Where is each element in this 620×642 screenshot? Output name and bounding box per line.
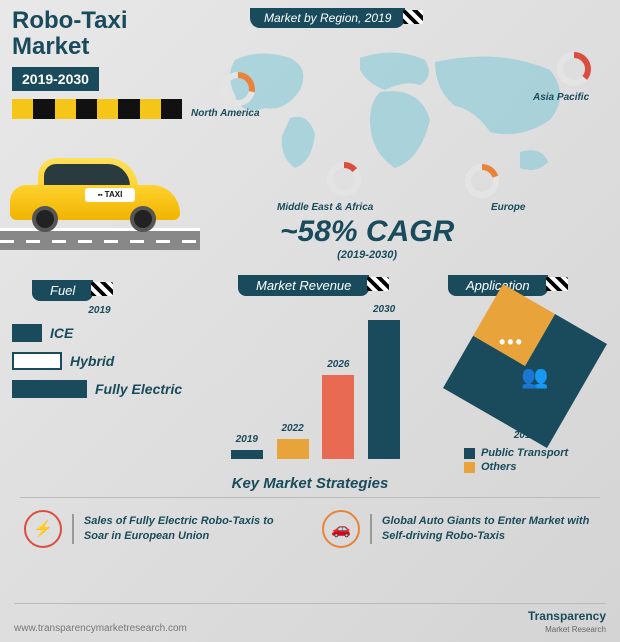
fuel-row: Hybrid bbox=[12, 352, 187, 370]
checker-strip bbox=[12, 99, 182, 119]
fuel-bar bbox=[12, 380, 87, 398]
fuel-section: Fuel 2019 ICEHybridFully Electric bbox=[12, 280, 187, 408]
region-donut bbox=[465, 164, 499, 198]
revenue-bar-label: 2030 bbox=[368, 304, 400, 315]
page-title: Robo-Taxi Market bbox=[12, 8, 172, 61]
revenue-section: Market Revenue 2019202220262030 bbox=[218, 275, 413, 459]
legend-swatch bbox=[464, 448, 475, 459]
legend-label: Others bbox=[481, 461, 516, 473]
footer-logo: TransparencyMarket Research bbox=[528, 610, 606, 634]
region-banner: Market by Region, 2019 bbox=[250, 8, 405, 28]
region-label: North America bbox=[191, 108, 260, 119]
strategies-section: Key Market Strategies ⚡ Sales of Fully El… bbox=[0, 475, 620, 548]
region-map: North AmericaAsia PacificMiddle East & A… bbox=[195, 30, 605, 210]
strategy-item: 🚗 Global Auto Giants to Enter Market with… bbox=[322, 510, 596, 548]
revenue-bar-chart: 2019 2022 2026 2030 bbox=[218, 304, 413, 459]
fuel-label: ICE bbox=[50, 325, 73, 341]
region-donut bbox=[221, 72, 255, 106]
fuel-bar bbox=[12, 324, 42, 342]
strategies-title: Key Market Strategies bbox=[20, 475, 600, 498]
revenue-bar: 2030 bbox=[368, 320, 400, 459]
legend-item: Public Transport bbox=[464, 447, 610, 459]
region-label: Asia Pacific bbox=[533, 92, 589, 103]
revenue-bar: 2026 bbox=[322, 375, 354, 459]
cagr-stat: ~58% CAGR (2019-2030) bbox=[280, 215, 454, 261]
cagr-subtitle: (2019-2030) bbox=[280, 249, 454, 261]
fuel-row: Fully Electric bbox=[12, 380, 187, 398]
fuel-bar bbox=[12, 352, 62, 370]
revenue-bar-label: 2022 bbox=[277, 423, 309, 434]
footer: www.transparencymarketresearch.com Trans… bbox=[14, 603, 606, 634]
strategy-text: Sales of Fully Electric Robo-Taxis to So… bbox=[72, 514, 298, 544]
application-legend: Public Transport Others bbox=[440, 447, 610, 473]
cagr-value: ~58% CAGR bbox=[280, 215, 454, 249]
fuel-label: Fully Electric bbox=[95, 381, 182, 397]
region-donut bbox=[557, 52, 591, 86]
revenue-bar-label: 2019 bbox=[231, 434, 263, 445]
application-pie-chart: ••• 👥 bbox=[465, 306, 585, 426]
checker-flag-icon bbox=[91, 282, 113, 296]
region-label: Europe bbox=[491, 202, 525, 213]
strategy-text: Global Auto Giants to Enter Market with … bbox=[370, 514, 596, 544]
world-map-icon bbox=[220, 40, 580, 190]
people-icon: 👥 bbox=[521, 364, 548, 390]
checker-flag-icon bbox=[403, 10, 423, 24]
header: Robo-Taxi Market 2019-2030 bbox=[12, 8, 172, 119]
fuel-label: Hybrid bbox=[70, 353, 114, 369]
legend-label: Public Transport bbox=[481, 447, 568, 459]
revenue-bar: 2019 bbox=[231, 450, 263, 459]
car-signal-icon: 🚗 bbox=[322, 510, 360, 548]
legend-swatch bbox=[464, 462, 475, 473]
revenue-bar: 2022 bbox=[277, 439, 309, 459]
fuel-row: ICE bbox=[12, 324, 187, 342]
taxi-sign: TAXI bbox=[85, 188, 135, 202]
application-section: Application ••• 👥 2019 Public TransportO… bbox=[440, 275, 610, 475]
plug-icon: ⚡ bbox=[24, 510, 62, 548]
fuel-year: 2019 bbox=[12, 305, 187, 316]
region-donut bbox=[327, 162, 361, 196]
ellipsis-icon: ••• bbox=[499, 332, 524, 353]
legend-item: Others bbox=[464, 461, 610, 473]
footer-url: www.transparencymarketresearch.com bbox=[14, 623, 187, 634]
checker-flag-icon bbox=[546, 277, 568, 291]
taxi-illustration: TAXI bbox=[0, 140, 190, 250]
strategy-item: ⚡ Sales of Fully Electric Robo-Taxis to S… bbox=[24, 510, 298, 548]
region-label: Middle East & Africa bbox=[277, 202, 373, 213]
revenue-bar-label: 2026 bbox=[322, 359, 354, 370]
checker-flag-icon bbox=[367, 277, 389, 291]
years-badge: 2019-2030 bbox=[12, 67, 99, 91]
